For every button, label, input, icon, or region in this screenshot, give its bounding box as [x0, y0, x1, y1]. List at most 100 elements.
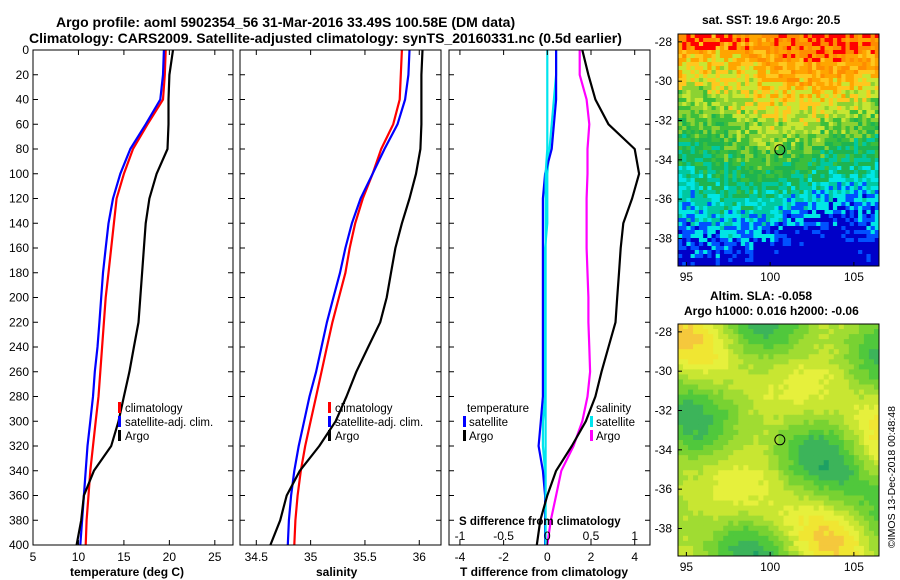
heatmap-cell	[678, 230, 683, 235]
heatmap-cell	[770, 110, 775, 115]
heatmap-cell	[708, 485, 714, 491]
heatmap-cell	[753, 324, 759, 330]
heatmap-cell	[849, 206, 855, 211]
heatmap-cell	[708, 344, 714, 350]
heatmap-cell	[778, 62, 784, 67]
heatmap-cell	[703, 349, 709, 355]
heatmap-cell	[795, 34, 800, 39]
heatmap-cell	[858, 384, 865, 390]
heatmap-cell	[694, 34, 700, 39]
heatmap-cell	[823, 500, 830, 506]
heatmap-cell	[718, 429, 724, 436]
heatmap-cell	[678, 130, 683, 135]
heatmap-cell	[837, 170, 842, 175]
heatmap-cell	[715, 70, 721, 75]
heatmap-cell	[828, 142, 834, 147]
heatmap-cell	[874, 126, 880, 131]
heatmap-cell	[778, 142, 784, 147]
heatmap-cell	[757, 34, 763, 39]
heatmap-cell	[758, 480, 764, 486]
heatmap-cell	[719, 178, 725, 183]
heatmap-cell	[863, 389, 870, 396]
heatmap-cell	[688, 429, 694, 436]
heatmap-cell	[719, 222, 725, 227]
heatmap-cell	[799, 222, 805, 227]
legend-label-t-argo: Argo	[469, 431, 493, 443]
heatmap-cell	[778, 384, 784, 390]
heatmap-cell	[828, 50, 834, 55]
heatmap-cell	[863, 329, 870, 335]
heatmap-cell	[848, 369, 855, 375]
heatmap-cell	[799, 66, 805, 71]
heatmap-cell	[788, 470, 794, 476]
y-tick-label: 240	[9, 340, 29, 354]
heatmap-cell	[858, 34, 863, 39]
heatmap-cell	[728, 54, 733, 59]
heatmap-cell	[690, 78, 696, 83]
heatmap-cell	[873, 324, 880, 330]
heatmap-cell	[693, 384, 699, 390]
heatmap-cell	[732, 206, 738, 211]
heatmap-cell	[703, 198, 708, 203]
heatmap-cell	[841, 170, 846, 175]
heatmap-cell	[724, 114, 729, 119]
heatmap-cell	[788, 505, 794, 512]
heatmap-cell	[803, 98, 809, 103]
heatmap-cell	[682, 186, 687, 191]
heatmap-cell	[803, 42, 809, 47]
heatmap-cell	[711, 134, 717, 139]
heatmap-cell	[728, 404, 734, 411]
heatmap-cell	[786, 182, 792, 187]
heatmap-cell	[778, 162, 784, 167]
heatmap-cell	[858, 364, 865, 370]
heatmap-cell	[711, 238, 717, 243]
heatmap-cell	[782, 134, 788, 139]
heatmap-cell	[678, 465, 684, 471]
heatmap-cell	[774, 202, 779, 207]
heatmap-cell	[698, 146, 704, 151]
heatmap-cell	[768, 550, 774, 557]
heatmap-cell	[749, 238, 754, 243]
heatmap-cell	[874, 38, 880, 43]
heatmap-cell	[690, 102, 696, 107]
heatmap-cell	[778, 470, 784, 476]
heatmap-cell	[723, 399, 729, 406]
heatmap-cell	[768, 419, 774, 426]
heatmap-cell	[838, 495, 845, 501]
heatmap-cell	[678, 339, 684, 345]
heatmap-cell	[703, 490, 709, 496]
heatmap-cell	[698, 98, 704, 103]
heatmap-cell	[715, 206, 721, 211]
heatmap-cell	[719, 42, 725, 47]
heatmap-cell	[694, 126, 700, 131]
heatmap-cell	[765, 50, 771, 55]
heatmap-cell	[837, 54, 842, 59]
heatmap-cell	[703, 210, 708, 215]
heatmap-cell	[715, 46, 721, 51]
heatmap-cell	[866, 178, 872, 183]
heatmap-cell	[718, 364, 724, 370]
heatmap-cell	[686, 254, 691, 259]
heatmap-cell	[745, 258, 750, 263]
heatmap-cell	[832, 34, 838, 39]
heatmap-cell	[768, 545, 774, 552]
heatmap-cell	[688, 450, 694, 456]
heatmap-cell	[816, 250, 821, 255]
heatmap-cell	[703, 234, 708, 239]
heatmap-cell	[870, 186, 876, 191]
heatmap-cell	[732, 110, 738, 115]
heatmap-cell	[719, 154, 725, 159]
heatmap-cell	[688, 445, 694, 451]
heatmap-cell	[820, 218, 825, 223]
heatmap-cell	[837, 66, 842, 71]
heatmap-cell	[866, 126, 872, 131]
heatmap-cell	[761, 166, 767, 171]
heatmap-cell	[678, 174, 683, 179]
heatmap-cell	[724, 202, 729, 207]
heatmap-cell	[786, 198, 792, 203]
heatmap-cell	[693, 540, 699, 547]
heatmap-cell	[838, 379, 845, 385]
heatmap-cell	[832, 38, 838, 43]
heatmap-cell	[828, 182, 834, 187]
heatmap-cell	[758, 520, 764, 527]
